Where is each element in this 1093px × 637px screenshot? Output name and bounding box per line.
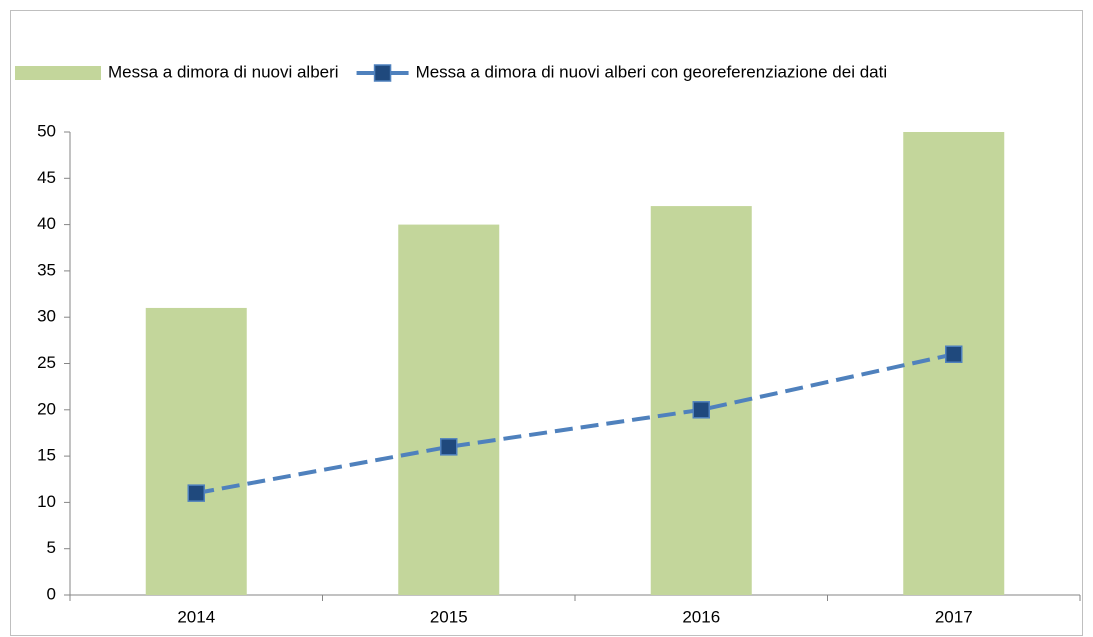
- y-tick-label: 50: [37, 121, 56, 140]
- legend-swatch: [15, 66, 101, 80]
- marker: [692, 401, 710, 419]
- y-tick-label: 35: [37, 260, 56, 279]
- line: [195, 352, 955, 496]
- y-tick-label: 40: [37, 214, 56, 233]
- x-tick-label: 2017: [935, 607, 973, 626]
- x-tick-label: 2015: [430, 607, 468, 626]
- legend-marker: [373, 64, 392, 82]
- x-tick-label: 2016: [682, 607, 720, 626]
- y-tick-label: 0: [47, 584, 56, 603]
- marker: [187, 484, 205, 502]
- y-tick-label: 5: [47, 538, 56, 557]
- marker: [440, 438, 458, 456]
- y-tick-label: 30: [37, 307, 56, 326]
- bar: [398, 224, 500, 595]
- legend-label: Messa a dimora di nuovi alberi: [108, 62, 339, 81]
- y-tick-label: 25: [37, 353, 56, 372]
- y-tick-label: 10: [37, 492, 56, 511]
- bar: [145, 307, 247, 595]
- x-tick-label: 2014: [177, 607, 215, 626]
- y-tick-label: 20: [37, 399, 56, 418]
- legend-label: Messa a dimora di nuovi alberi con geore…: [416, 62, 888, 81]
- marker: [945, 345, 963, 363]
- y-tick-label: 15: [37, 446, 56, 465]
- y-tick-label: 45: [37, 168, 56, 187]
